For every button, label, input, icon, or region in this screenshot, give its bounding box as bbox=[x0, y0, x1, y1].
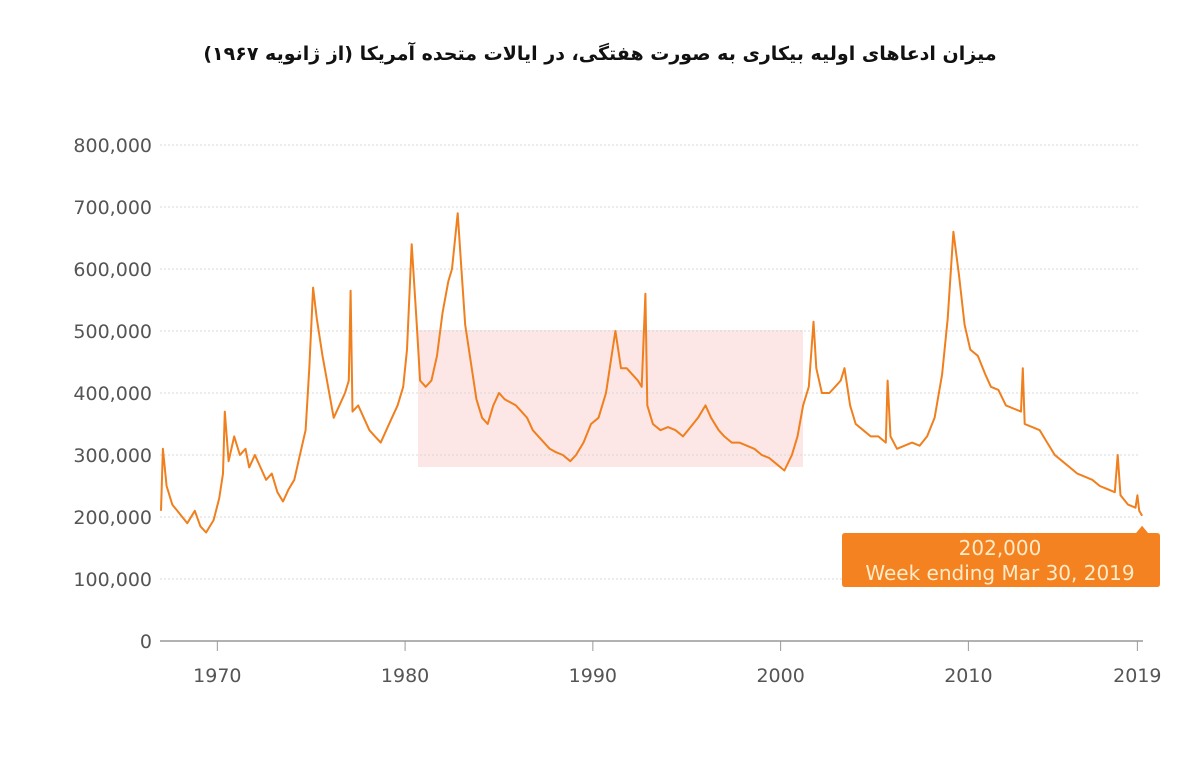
x-tick-label: 2010 bbox=[944, 665, 992, 687]
gridlines bbox=[160, 144, 1140, 580]
x-tick-label: 2019 bbox=[1113, 665, 1161, 687]
y-tick-label: 200,000 bbox=[73, 507, 152, 529]
watermark-logo bbox=[418, 330, 803, 467]
y-tick-label: 0 bbox=[140, 631, 152, 653]
annotation-value: 202,000 bbox=[959, 536, 1042, 560]
y-tick-label: 500,000 bbox=[73, 321, 152, 343]
annotation-label: Week ending Mar 30, 2019 bbox=[865, 561, 1134, 585]
y-tick-label: 800,000 bbox=[73, 135, 152, 157]
series-line-initial-claims bbox=[160, 212, 1143, 534]
chart-title: میزان ادعاهای اولیه بیکاری به صورت هفتگی… bbox=[203, 41, 996, 65]
x-tick-label: 1990 bbox=[569, 665, 617, 687]
x-tick-label: 1980 bbox=[381, 665, 429, 687]
x-axis-ticks: 1970 1980 1990 2000 2010 2019 bbox=[193, 641, 1162, 687]
annotation-box bbox=[842, 525, 1160, 587]
y-tick-label: 100,000 bbox=[73, 569, 152, 591]
y-tick-label: 600,000 bbox=[73, 259, 152, 281]
y-tick-label: 700,000 bbox=[73, 197, 152, 219]
x-tick-label: 1970 bbox=[193, 665, 241, 687]
y-axis-ticks: 0 100,000 200,000 300,000 400,000 500,000 600,… bbox=[73, 135, 152, 653]
last-value-annotation: 202,000 Week ending Mar 30, 2019 bbox=[842, 525, 1160, 587]
y-tick-label: 300,000 bbox=[73, 445, 152, 467]
y-tick-label: 400,000 bbox=[73, 383, 152, 405]
x-tick-label: 2000 bbox=[756, 665, 804, 687]
